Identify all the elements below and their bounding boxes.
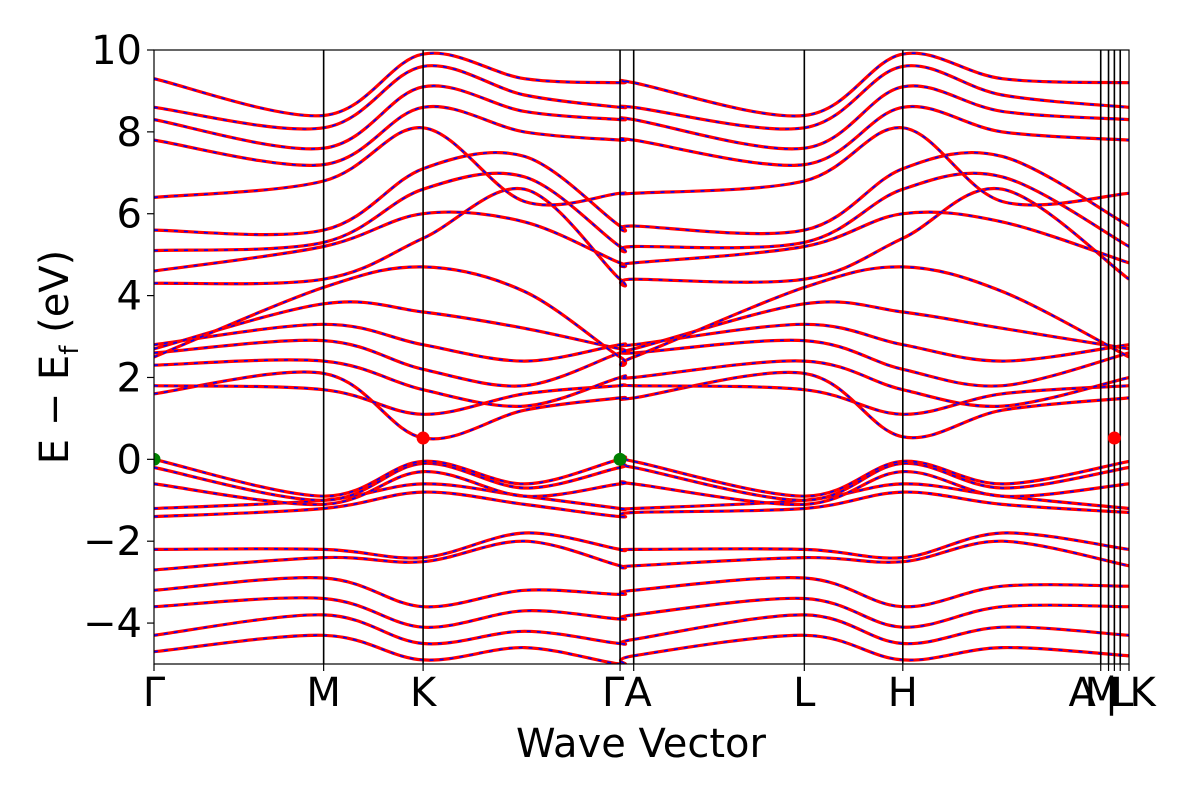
y-tick-label: −4: [83, 601, 142, 647]
band-line-overlay: [154, 576, 1129, 608]
y-axis-title-subscript: f: [55, 345, 85, 355]
band-line-overlay: [154, 151, 1129, 236]
y-tick-label: 2: [117, 355, 142, 401]
band-line-overlay: [154, 532, 1129, 559]
x-tick-label: ΓA: [602, 670, 652, 716]
band-line-overlay: [154, 85, 1129, 150]
band-line-overlay: [154, 64, 1129, 130]
y-tick-label: 10: [91, 28, 142, 74]
band-line: [154, 469, 1129, 507]
extrema-markers: [154, 431, 1121, 466]
x-axis-ticks: Γ M K ΓA L H AM|LK: [143, 664, 1158, 716]
x-tick-label: K: [1130, 670, 1158, 716]
y-axis-title: E − Ef (eV): [32, 250, 85, 465]
y-axis-ticks: −4 −2 0 2 4 6 8 10: [83, 28, 154, 647]
y-axis-title-main: E − E: [32, 355, 78, 465]
band-line-overlay: [154, 105, 1129, 167]
band-line-overlay: [154, 172, 1129, 253]
band-line-overlay: [154, 211, 1129, 272]
vbm-marker: [613, 452, 627, 466]
y-tick-label: 0: [117, 437, 142, 483]
band-line-overlay: [154, 384, 1129, 416]
x-tick-label: M: [306, 670, 341, 716]
band-line-overlay: [154, 597, 1129, 629]
band-line-overlay: [154, 540, 1129, 571]
band-line: [154, 490, 1129, 519]
y-tick-label: 6: [117, 192, 142, 238]
band-line-overlay: [154, 301, 1129, 354]
band-line-overlay: [154, 126, 1129, 206]
x-tick-label: M: [1084, 670, 1119, 716]
x-axis-title: Wave Vector: [516, 721, 767, 767]
x-tick-label: K: [410, 670, 438, 716]
band-line-overlay: [154, 483, 1129, 511]
y-tick-label: 8: [117, 110, 142, 156]
band-line-overlay: [154, 634, 1129, 664]
x-tick-label: Γ: [143, 670, 166, 716]
band-line-overlay: [154, 52, 1129, 117]
y-tick-label: 4: [117, 274, 142, 320]
y-axis-title-unit: (eV): [32, 250, 78, 346]
cbm-marker: [1107, 431, 1121, 445]
band-line-overlay: [154, 455, 1129, 498]
x-tick-label: L: [1111, 670, 1134, 716]
plot-frame: [153, 49, 1130, 665]
x-tick-label: A: [1069, 670, 1097, 716]
high-symmetry-lines: [322, 50, 1122, 664]
band-line-overlay: [154, 371, 1129, 440]
band-line-overlay: [154, 266, 1129, 367]
band-line: [154, 358, 1129, 408]
x-tick-label: L: [793, 670, 816, 716]
cbm-marker: [416, 431, 430, 445]
band-line: [154, 186, 1129, 288]
bands-layer: [154, 51, 1129, 664]
x-tick-label: |: [1105, 670, 1118, 716]
vbm-marker: [154, 452, 161, 466]
x-tick-label: H: [888, 670, 918, 716]
band-line: [154, 613, 1129, 646]
band-line-overlay: [154, 323, 1129, 362]
y-tick-label: −2: [83, 519, 142, 565]
